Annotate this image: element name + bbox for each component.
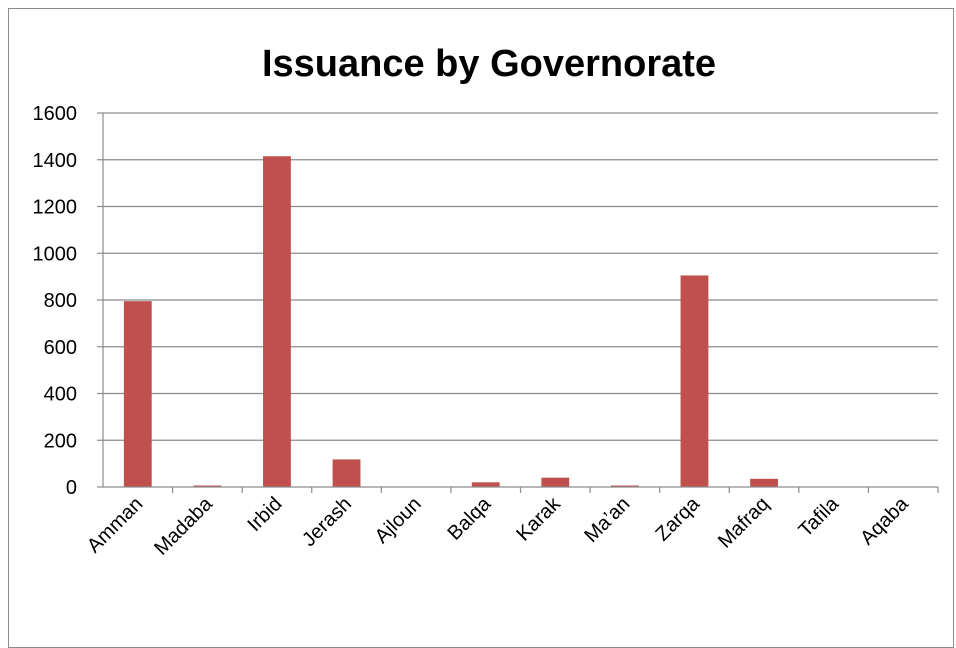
axes xyxy=(97,112,939,493)
chart-frame xyxy=(8,8,954,648)
gridlines xyxy=(103,112,938,441)
x-category-label: Karak xyxy=(512,492,565,545)
bar-zarqa xyxy=(680,275,709,487)
y-tick-label: 400 xyxy=(44,384,77,406)
y-tick-label: 600 xyxy=(44,337,77,359)
bar-mafraq xyxy=(750,478,778,487)
y-tick-label: 1400 xyxy=(33,150,78,172)
y-tick-label: 0 xyxy=(66,477,77,499)
bar-balqa xyxy=(471,482,500,487)
x-category-label: Aqaba xyxy=(856,492,913,549)
y-tick-label: 1200 xyxy=(33,197,78,219)
y-tick-label: 200 xyxy=(44,430,77,452)
x-category-label: Madaba xyxy=(150,492,217,559)
bar-irbid xyxy=(263,156,291,487)
x-category-label: Irbid xyxy=(243,493,286,536)
x-axis-labels: Amman Madaba Irbid Jerash Ajloun Balqa Karak Ma… xyxy=(83,492,913,559)
y-tick-label: 1600 xyxy=(33,103,78,125)
y-axis-ticks: 0 200 400 600 800 1000 1200 1400 1600 xyxy=(33,103,78,499)
bar-amman xyxy=(123,301,152,487)
bar-karak xyxy=(541,477,570,487)
x-category-label: Ma’an xyxy=(580,493,634,547)
bar-maan xyxy=(610,485,639,487)
y-tick-label: 1000 xyxy=(33,243,78,265)
x-category-label: Mafraq xyxy=(714,493,774,553)
bars xyxy=(123,156,778,487)
x-category-label: Ajloun xyxy=(371,493,426,548)
x-category-label: Jerash xyxy=(298,493,356,551)
bar-chart: Issuance by Governorate 0 200 400 600 800 100… xyxy=(33,43,939,560)
x-category-label: Zarqa xyxy=(651,492,704,545)
y-tick-label: 800 xyxy=(44,290,77,312)
bar-jerash xyxy=(332,459,361,487)
x-category-label: Balqa xyxy=(444,492,496,544)
bar-madaba xyxy=(193,485,222,487)
x-category-label: Tafila xyxy=(795,492,844,541)
x-category-label: Amman xyxy=(83,493,147,557)
chart-title: Issuance by Governorate xyxy=(262,43,716,85)
